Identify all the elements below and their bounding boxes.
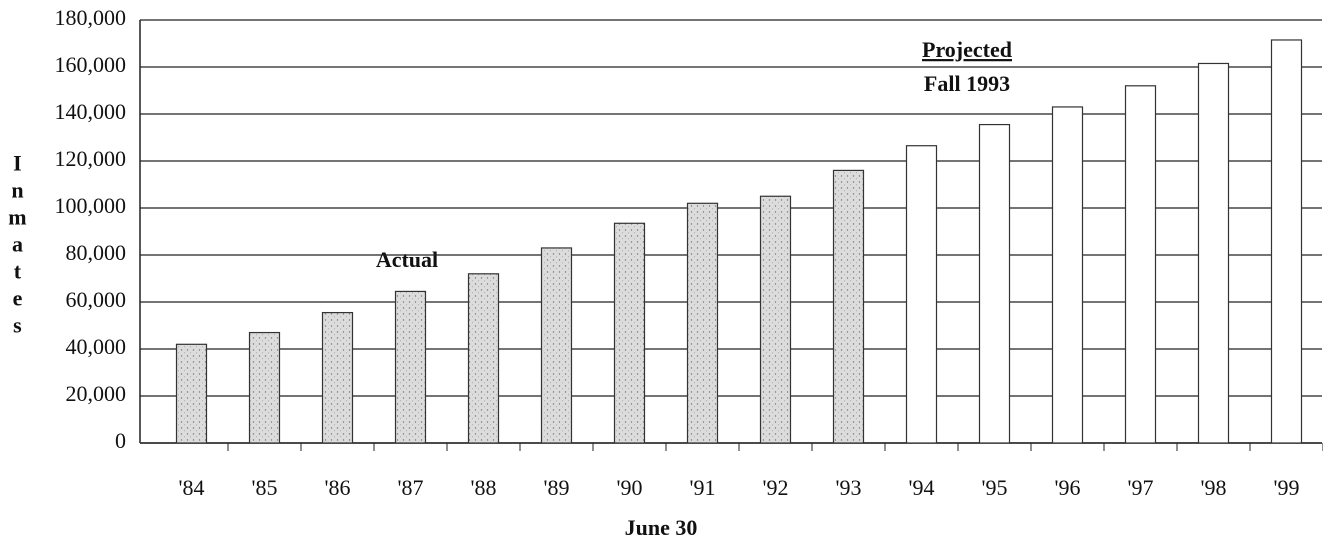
x-tick-label: '85 [252, 475, 278, 500]
bar [978, 123, 1011, 444]
x-tick-label: '84 [179, 475, 205, 500]
x-tick-label: '91 [690, 475, 716, 500]
y-tick-label: 0 [115, 428, 126, 453]
bar [248, 331, 281, 444]
y-tick-label: 80,000 [66, 240, 127, 265]
bar [175, 343, 208, 444]
x-axis-label: June 30 [625, 515, 698, 540]
annotation: Fall 1993 [924, 71, 1010, 96]
y-tick-label: 160,000 [55, 52, 127, 77]
y-axis-label: Inmates [5, 151, 30, 340]
bar [540, 247, 573, 444]
x-tick-label: '93 [836, 475, 862, 500]
bar [321, 311, 354, 444]
bar [686, 202, 719, 444]
x-tick-label: '99 [1274, 475, 1300, 500]
bar [613, 222, 646, 444]
bar [394, 290, 427, 444]
x-tick-label: '89 [544, 475, 570, 500]
bar [1270, 39, 1303, 444]
y-tick-label: 100,000 [55, 193, 127, 218]
x-tick-label: '95 [982, 475, 1008, 500]
y-tick-label: 120,000 [55, 146, 127, 171]
x-tick-label: '88 [471, 475, 497, 500]
x-tick-label: '98 [1201, 475, 1227, 500]
x-tick-label: '92 [763, 475, 789, 500]
y-tick-label: 40,000 [66, 334, 127, 359]
y-tick-label: 20,000 [66, 381, 127, 406]
annotation: Projected [922, 37, 1012, 62]
y-tick-label: 140,000 [55, 99, 127, 124]
x-tick-label: '96 [1055, 475, 1081, 500]
bar [1197, 62, 1230, 444]
annotation: Actual [376, 247, 438, 272]
bar [832, 169, 865, 444]
bar [1124, 85, 1157, 444]
x-tick-label: '86 [325, 475, 351, 500]
bar [1051, 106, 1084, 444]
x-tick-label: '87 [398, 475, 424, 500]
bar [905, 145, 938, 444]
bar [759, 195, 792, 444]
x-tick-label: '90 [617, 475, 643, 500]
y-tick-label: 60,000 [66, 287, 127, 312]
x-tick-label: '94 [909, 475, 935, 500]
bar [467, 273, 500, 444]
y-tick-label: 180,000 [55, 5, 127, 30]
x-tick-label: '97 [1128, 475, 1154, 500]
